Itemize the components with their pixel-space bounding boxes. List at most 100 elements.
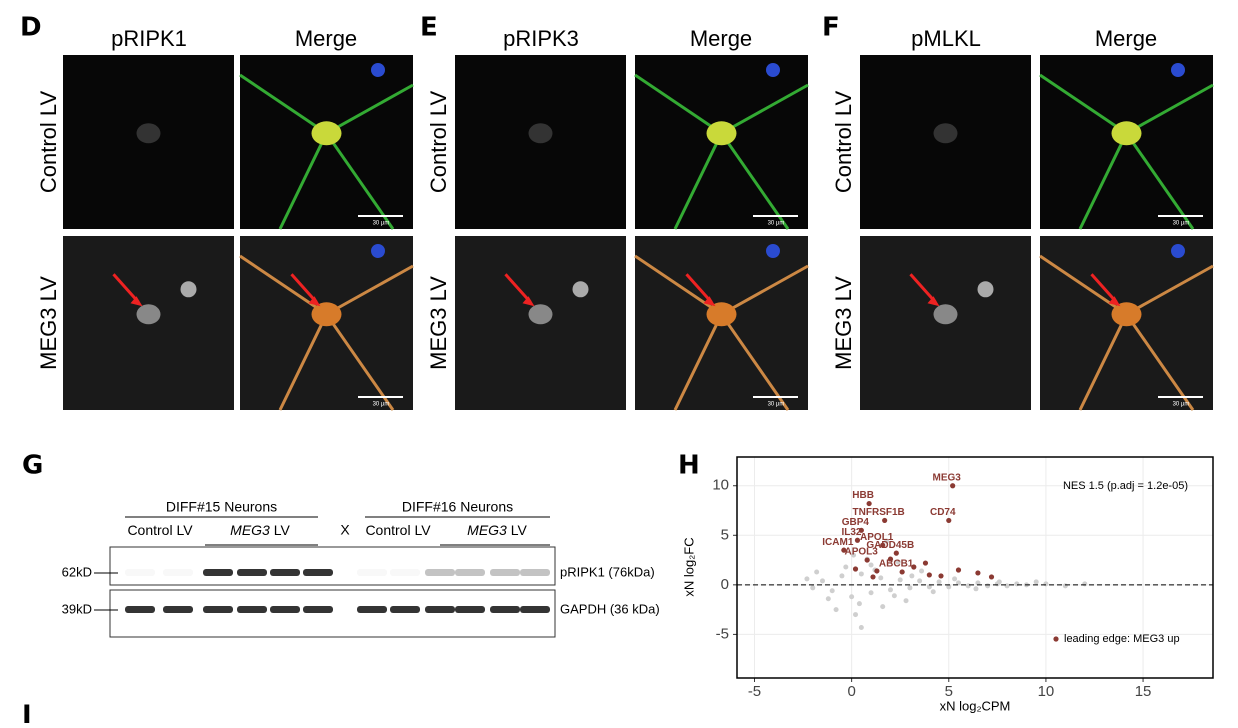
background-point [1004, 583, 1010, 589]
background-point [903, 598, 909, 604]
condition-gene: MEG3 [230, 522, 270, 538]
point-label: ICAM1 [822, 537, 854, 548]
scale-label: 30 µm [1173, 402, 1190, 408]
band [490, 606, 520, 613]
data-point [854, 537, 861, 543]
soma [933, 304, 958, 325]
point-label: CD74 [930, 507, 956, 518]
nucleus [371, 244, 385, 258]
point-label: HBB [852, 490, 874, 501]
background-point [880, 604, 886, 610]
plot-area [737, 457, 1213, 678]
condition-label: MEG3 LV [467, 522, 527, 538]
data-point [841, 547, 847, 553]
band [425, 569, 455, 576]
background-point [930, 589, 936, 595]
column-heading: pMLKL [911, 26, 981, 51]
condition-gene: Control [127, 522, 172, 538]
y-tick-label: 0 [721, 576, 729, 593]
soma [706, 121, 737, 146]
x-tick-label: 15 [1135, 683, 1152, 700]
background-point [946, 584, 952, 590]
background-point [843, 564, 849, 570]
group-label: DIFF#15 Neurons [166, 499, 277, 515]
arrow [1090, 273, 1118, 304]
background-point [849, 594, 855, 600]
arrowhead [703, 296, 716, 307]
puncta [180, 281, 197, 298]
data-point [866, 500, 872, 507]
condition-gene: Control [365, 522, 410, 538]
background-point [819, 578, 825, 584]
arrowhead [927, 296, 940, 307]
data-point [887, 556, 894, 562]
data-point [899, 569, 905, 575]
band [237, 569, 267, 576]
background-point [891, 593, 897, 599]
scale-bar [753, 396, 798, 398]
background-point [884, 538, 890, 544]
soma [528, 123, 553, 144]
band [303, 606, 333, 613]
background-point [839, 573, 845, 579]
background-point [868, 590, 874, 596]
condition-gene: MEG3 [467, 522, 507, 538]
background-point [917, 578, 923, 584]
column-heading: Merge [1095, 26, 1157, 51]
band [203, 569, 233, 576]
row-label: MEG3 LV [426, 276, 451, 370]
arrow [685, 273, 713, 304]
row-label: Control LV [831, 91, 856, 194]
arrowhead [522, 296, 535, 307]
scale-label: 30 µm [373, 221, 390, 227]
soma [136, 123, 161, 144]
background-point [1033, 579, 1039, 585]
scale-label: 30 µm [1173, 221, 1190, 227]
background-point [909, 573, 915, 579]
condition-suffix: LV [411, 522, 432, 538]
background-point [919, 568, 925, 574]
arrowhead [308, 296, 321, 307]
scale-bar [358, 215, 403, 217]
scale-bar [753, 215, 798, 217]
band [520, 569, 550, 576]
legend-label: leading edge: MEG3 up [1064, 633, 1180, 645]
band [455, 569, 485, 576]
data-point [864, 557, 870, 563]
data-point [975, 570, 981, 576]
scale-bar [1158, 396, 1203, 398]
band [163, 569, 193, 576]
condition-suffix: LV [173, 522, 194, 538]
soma [933, 123, 958, 144]
panel-letter: D [20, 13, 42, 43]
nucleus [371, 63, 385, 77]
background-point [868, 562, 874, 568]
point-label: GBP4 [842, 517, 870, 528]
scale-label: 30 µm [768, 221, 785, 227]
y-tick-label: -5 [716, 625, 729, 642]
point-label: APOL1 [860, 532, 894, 543]
scale-label: 30 µm [373, 402, 390, 408]
background-point [926, 584, 932, 590]
point-label: GADD45B [866, 540, 914, 551]
blot-box [109, 546, 556, 586]
background-point [975, 580, 981, 586]
point-label: APOL3 [844, 547, 878, 558]
background-point [804, 576, 810, 582]
condition-label: Control LV [127, 522, 193, 538]
x-tick-label: -5 [748, 683, 761, 700]
band [303, 569, 333, 576]
band [357, 606, 387, 613]
data-point [882, 517, 888, 524]
annotation: NES 1.5 (p.adj = 1.2e-05) [1063, 480, 1188, 492]
scale-bar [1158, 215, 1203, 217]
column-heading: pRIPK3 [503, 26, 579, 51]
background-point [985, 583, 991, 589]
data-point [852, 566, 859, 572]
background-point [996, 579, 1002, 585]
data-point [870, 574, 876, 580]
arrow [909, 273, 937, 304]
band [270, 606, 300, 613]
condition-label: MEG3 LV [230, 522, 290, 538]
